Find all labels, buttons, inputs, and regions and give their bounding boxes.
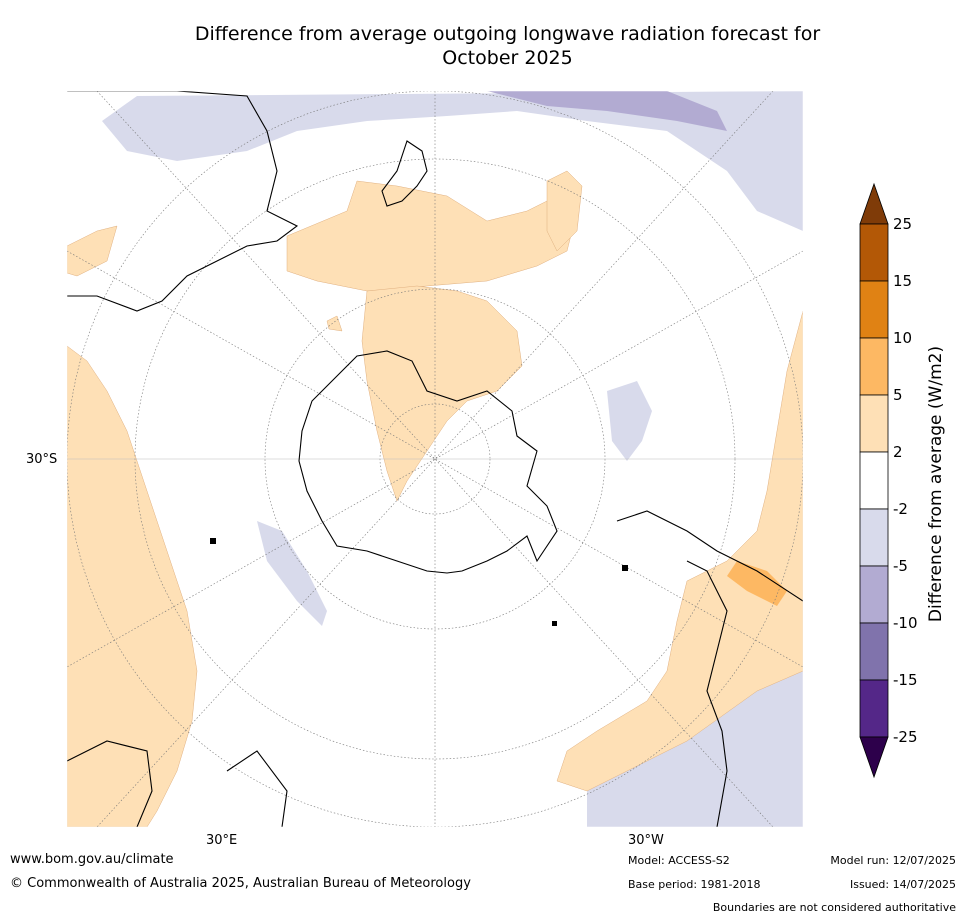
colorbar-tick-label: 5 <box>893 386 903 404</box>
coastlines <box>67 91 803 827</box>
colorbar-bin <box>859 679 889 738</box>
madagascar-coastline <box>226 750 288 827</box>
colorbar-bin <box>859 736 889 779</box>
footer-disclaimer: Boundaries are not considered authoritat… <box>712 901 956 914</box>
antarctica-coastline <box>298 350 558 574</box>
colorbar-bin <box>859 337 889 396</box>
colorbar-tick-label: -15 <box>893 671 918 689</box>
colorbar-bin <box>859 565 889 624</box>
footer-issued: Issued: 14/07/2025 <box>849 878 956 891</box>
map-title: Difference from average outgoing longwav… <box>140 22 875 70</box>
colorbar-tick-label: -5 <box>893 557 908 575</box>
colorbar-bin <box>859 508 889 567</box>
colorbar <box>859 182 889 779</box>
moderate-negative-region <box>487 91 727 131</box>
footer-url: www.bom.gov.au/climate <box>10 852 174 867</box>
lon-label-30w: 30°W <box>628 833 664 848</box>
islands <box>210 538 628 626</box>
graticule <box>67 91 803 827</box>
colorbar-bin <box>859 223 889 282</box>
negative-anomaly-regions <box>102 91 803 827</box>
colorbar-tick-label: 15 <box>893 272 913 290</box>
footer-model-run: Model run: 12/07/2025 <box>830 854 956 867</box>
australia-coastline <box>67 91 299 312</box>
colorbar-tick-label: -25 <box>893 728 918 746</box>
south-america-west-coastline <box>686 560 728 827</box>
colorbar-bin <box>859 394 889 453</box>
south-america-coastline <box>616 510 803 602</box>
footer-model: Model: ACCESS-S2 <box>628 854 730 867</box>
new-zealand-coastline <box>381 140 428 207</box>
moderate-positive-region <box>727 561 787 606</box>
colorbar-bin <box>859 622 889 681</box>
title-line-2: October 2025 <box>442 47 573 69</box>
footer-base-period: Base period: 1981-2018 <box>628 878 761 891</box>
colorbar-bin <box>859 182 889 225</box>
footer-copyright: © Commonwealth of Australia 2025, Austra… <box>10 876 471 891</box>
colorbar-tick-label: 2 <box>893 443 903 461</box>
colorbar-tick-label: 25 <box>893 215 913 233</box>
colorbar-bin <box>859 280 889 339</box>
positive-anomaly-regions <box>67 170 803 827</box>
polar-map <box>67 91 803 827</box>
lon-label-30e: 30°E <box>206 833 238 848</box>
colorbar-tick-label: -2 <box>893 500 908 518</box>
title-line-1: Difference from average outgoing longwav… <box>194 23 821 45</box>
colorbar-label: Difference from average (W/m2) <box>926 345 946 623</box>
colorbar-bin <box>859 451 889 510</box>
colorbar-tick-label: 10 <box>893 329 913 347</box>
colorbar-tick-label: -10 <box>893 614 918 632</box>
lat-label-30s: 30°S <box>26 452 58 467</box>
africa-coastline <box>67 740 153 827</box>
